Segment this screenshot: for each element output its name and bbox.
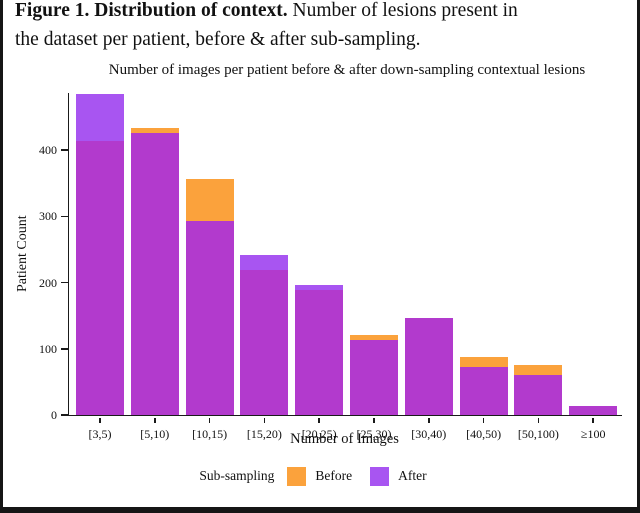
x-tick-label: [5,10) (140, 427, 170, 441)
x-tick-label: [20,25) (301, 427, 337, 441)
bar-after-segment (240, 255, 289, 270)
y-axis-tick (60, 281, 68, 284)
legend-swatch-after-icon (370, 466, 390, 486)
y-tick-label: 400 (39, 143, 57, 157)
figure-caption: Figure 1. Distribution of context. Numbe… (15, 0, 629, 54)
bar-overlap (569, 406, 618, 415)
bar-before-segment (350, 334, 398, 341)
bar-overlap (459, 367, 508, 415)
x-axis-tick (537, 418, 540, 423)
y-axis-label: Patient Count (15, 215, 30, 293)
bar-overlap (185, 220, 234, 415)
x-tick-label: [40,50) (466, 427, 502, 441)
legend-label-after: After (398, 468, 427, 483)
legend-label-before: Before (315, 468, 353, 483)
bar-overlap (514, 374, 563, 415)
legend-swatch-before-icon (287, 466, 307, 486)
x-axis-tick (208, 418, 211, 423)
y-axis-tick (60, 348, 68, 350)
x-tick-label: ≥100 (580, 427, 606, 441)
x-axis-tick (99, 418, 101, 423)
x-tick-label: [10,15) (192, 427, 228, 441)
legend: Sub-sampling Before After (3, 463, 637, 489)
x-axis-tick (318, 418, 320, 423)
x-tick-label: [15,20) (246, 427, 282, 441)
x-tick-label: [3,5) (88, 427, 112, 441)
bar-before-segment (185, 178, 234, 221)
bar-after-segment (295, 284, 344, 290)
y-tick-label: 200 (39, 275, 57, 290)
x-tick-label: [30,40) (411, 427, 447, 441)
x-axis-tick (428, 418, 430, 423)
bar-before-segment (459, 357, 508, 368)
y-tick-label: 300 (39, 209, 57, 224)
y-tick-label: 100 (39, 341, 57, 356)
y-axis-tick (60, 215, 68, 217)
x-axis-tick (263, 418, 266, 423)
x-axis-tick (373, 418, 375, 423)
x-tick-label: [25,30) (356, 427, 392, 441)
x-tick-label: [50,100) (517, 427, 559, 441)
bar-overlap (404, 317, 453, 415)
y-axis-tick (60, 149, 68, 151)
legend-title: Sub-sampling (199, 468, 275, 483)
plot-area: [3,5) [5,10) [10,15) [15,20) [20,25) [25,30) [… (39, 93, 622, 441)
y-tick-label: 0 (51, 408, 57, 422)
bar-before-segment (130, 128, 179, 133)
x-axis-label: Number of Images (290, 431, 399, 447)
bar-before-segment (514, 365, 563, 375)
caption-label: Figure 1. Distribution of context. (15, 0, 288, 21)
bar-overlap (295, 289, 344, 415)
x-axis-tick (154, 418, 156, 423)
caption-line1-text: Number of lesions present in (287, 0, 518, 21)
bar-overlap (350, 340, 398, 415)
bar-overlap (240, 269, 289, 415)
x-axis-tick (592, 418, 594, 423)
x-axis-tick (482, 418, 485, 423)
bar-after-segment (76, 93, 124, 142)
caption-line2-text: the dataset per patient, before & after … (15, 29, 421, 50)
bar-overlap (130, 132, 179, 415)
y-axis-tick (60, 414, 68, 416)
chart-title: Number of images per patient before & af… (108, 62, 586, 78)
bar-overlap (76, 141, 124, 415)
